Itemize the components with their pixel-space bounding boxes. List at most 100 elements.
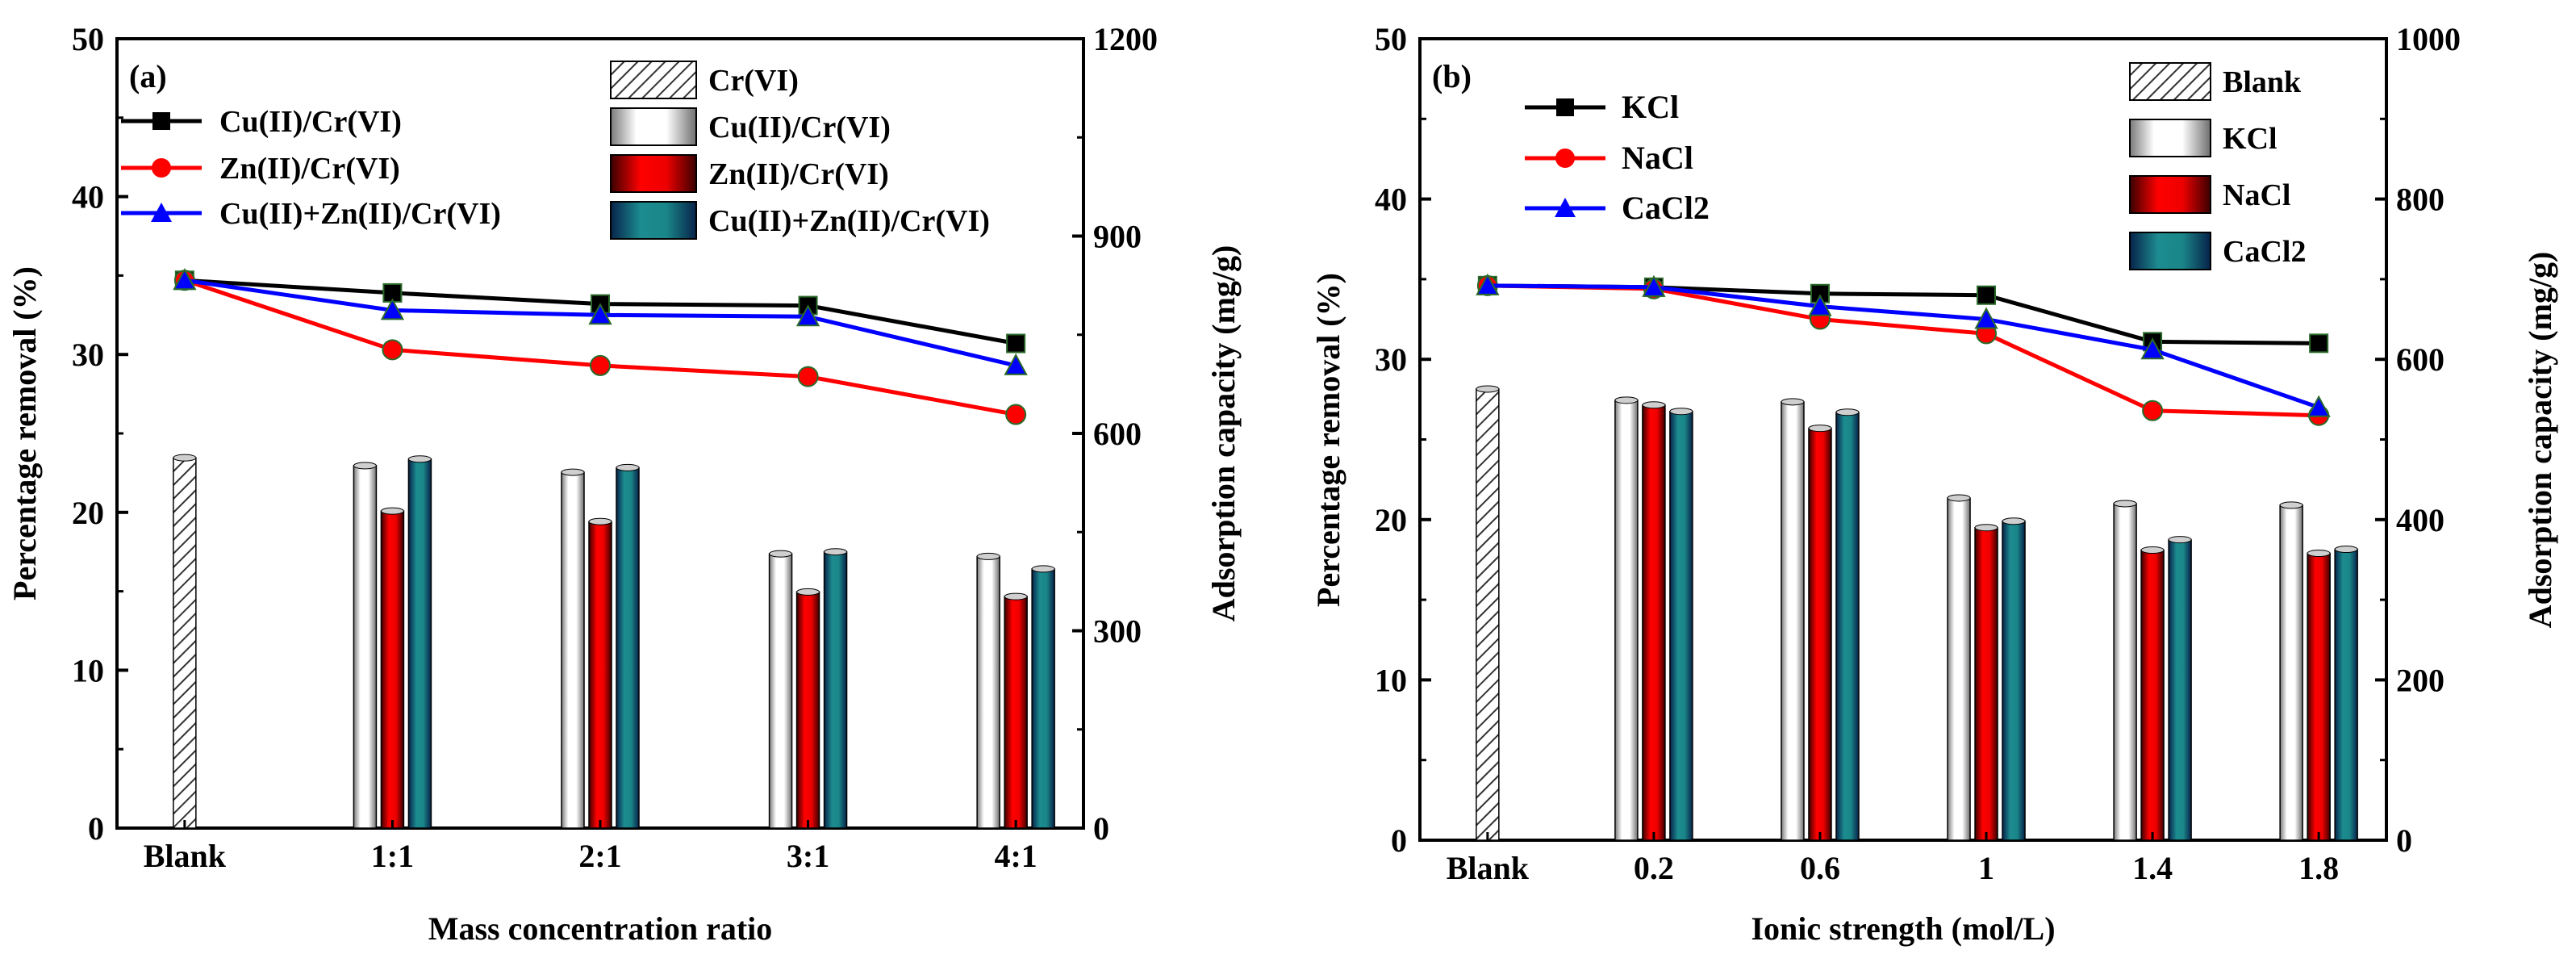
x-tick-label: 1:1 (371, 838, 414, 874)
y-right-tick-label: 200 (2396, 662, 2444, 698)
legend-line-label: Cu(II)+Zn(II)/Cr(VI) (219, 197, 501, 231)
y-right-tick-label: 600 (1093, 416, 1142, 452)
line-point (2309, 333, 2329, 354)
y-axis-title: Percentage removal (%) (1310, 273, 1346, 607)
bar (2140, 549, 2165, 841)
bar-cap (2307, 550, 2331, 558)
legend-bar-label: Cu(II)+Zn(II)/Cr(VI) (708, 204, 990, 238)
x-tick-label: Blank (1447, 850, 1530, 886)
y-right-tick-label: 1200 (1093, 21, 1158, 57)
bar-cap (2140, 546, 2165, 554)
bar-cap (796, 588, 820, 596)
bar (1669, 410, 1693, 841)
bar-cap (976, 552, 1000, 560)
y-right-tick-label: 0 (1093, 810, 1109, 847)
series-line (1487, 283, 2319, 410)
legend-bar-label: KCl (2223, 122, 2277, 156)
x-tick-label: 1.4 (2132, 850, 2173, 886)
line-point (1974, 307, 1998, 329)
axes-layer: 0 10 20 30 40 50 0 300 600 900 1200 Blank 1:1 2:1 3:1 4… (72, 21, 1158, 874)
legend-bar-item: KCl (2129, 119, 2277, 157)
y-tick-label: 20 (72, 495, 104, 531)
series-line (1487, 283, 2319, 418)
bar-cap (1974, 524, 1998, 532)
legend-bar-label: NaCl (2223, 178, 2290, 212)
y-right-tick-label: 900 (1093, 219, 1142, 255)
bar-cap (2113, 500, 2137, 508)
line-point (1642, 274, 1666, 297)
axes-layer: 0 10 20 30 40 50 0 200 400 600 800 1000 Blank 0.2 0.6 1… (1375, 21, 2461, 886)
x-tick-label: 3:1 (787, 838, 829, 874)
bar (1974, 526, 1998, 841)
legend-line-item: CaCl2 (1525, 190, 1710, 226)
y-tick-label: 50 (1375, 21, 1407, 57)
bar-cap (588, 517, 612, 525)
panel-label: (a) (129, 58, 167, 94)
bar (795, 591, 820, 829)
x-axis-title: Mass concentration ratio (428, 910, 773, 947)
line-point (590, 354, 611, 376)
x-tick-label: 2:1 (578, 838, 621, 874)
x-axis-title: Ionic strength (mol/L) (1751, 910, 2055, 947)
bar-cap (1669, 408, 1693, 416)
line-point (382, 339, 403, 361)
line-legend: KCl NaCl CaCl2 (1525, 89, 1710, 226)
y-right-tick-label: 1000 (2396, 21, 2461, 57)
legend-line-item: KCl (1525, 89, 1679, 125)
bar (1947, 497, 1971, 841)
bar-cap (1476, 385, 1500, 393)
bar (2307, 552, 2331, 841)
line-point (1977, 285, 1997, 305)
line-point (1004, 353, 1028, 375)
bar-cap (2279, 501, 2303, 509)
bar (1004, 596, 1028, 829)
y-right-tick-label: 800 (2396, 182, 2444, 218)
bar (1781, 401, 1805, 841)
bar (2113, 503, 2137, 841)
y-right-tick-label: 0 (2396, 822, 2412, 859)
line-point (1005, 404, 1027, 425)
bar-cap (2002, 517, 2026, 525)
y-tick-label: 30 (72, 337, 104, 373)
y-tick-label: 0 (1391, 822, 1407, 859)
bar (976, 555, 1000, 829)
legend-bar-item: Cu(II)/Cr(VI) (610, 107, 891, 146)
line-point (173, 268, 197, 291)
y-tick-label: 10 (72, 652, 104, 688)
bar (588, 521, 612, 829)
legend-bar-item: NaCl (2129, 175, 2290, 214)
legend-bar-label: Cu(II)/Cr(VI) (708, 111, 891, 144)
bar (2168, 538, 2192, 841)
bar (616, 467, 640, 829)
y-tick-label: 50 (72, 21, 104, 57)
y-axis-right-title: Adsorption capacity (mg/g) (1205, 245, 1242, 622)
lines-layer (1476, 273, 2331, 426)
x-tick-label: 1.8 (2298, 850, 2339, 886)
y-right-tick-label: 300 (1093, 613, 1142, 650)
line-point (2140, 337, 2165, 360)
bar-cap (1031, 565, 1055, 573)
bar-cap (353, 462, 377, 470)
x-tick-label: Blank (144, 838, 227, 874)
lines-layer (173, 268, 1028, 425)
y-tick-label: 40 (1375, 182, 1407, 218)
bar (353, 465, 378, 829)
bar-legend: Blank KCl NaCl CaCl2 (2129, 62, 2306, 270)
bar (1808, 427, 1832, 841)
line-point (380, 298, 405, 320)
x-tick-label: 1 (1978, 850, 1994, 886)
bar-cap (1835, 408, 1860, 416)
panel-label: (b) (1432, 58, 1472, 94)
bar-cap (1808, 425, 1832, 433)
bar (1031, 568, 1055, 829)
bar (173, 457, 197, 829)
y-tick-label: 0 (88, 810, 104, 847)
y-axis-right-title: Adsorption capacity (mg/g) (2522, 252, 2558, 629)
y-tick-label: 10 (1375, 662, 1407, 698)
bar-cap (824, 548, 848, 556)
line-point (1006, 333, 1026, 354)
legend-line-label: CaCl2 (1622, 190, 1710, 226)
bar (823, 550, 848, 829)
legend-line-item: Cu(II)/Cr(VI) (121, 105, 402, 139)
bar (2334, 548, 2358, 841)
